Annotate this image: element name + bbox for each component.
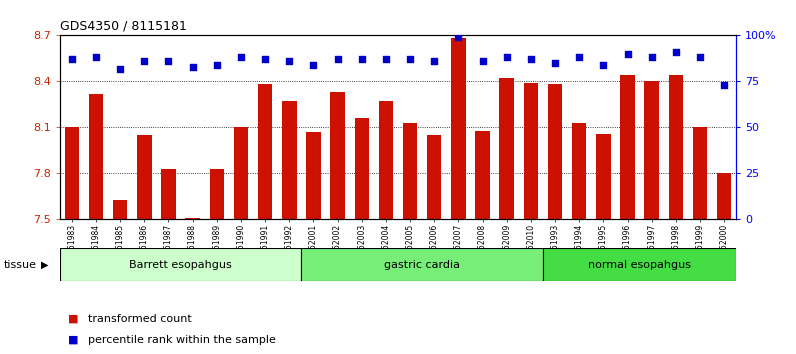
Point: [90, 55, 103, 60]
FancyBboxPatch shape: [543, 248, 736, 281]
Point: [597, 62, 610, 68]
Point: [621, 51, 634, 57]
Text: ■: ■: [68, 314, 78, 324]
Point: [693, 55, 706, 60]
Text: ■: ■: [68, 335, 78, 345]
Point: [162, 58, 175, 64]
Point: [355, 57, 368, 62]
Bar: [596, 133, 611, 219]
Text: percentile rank within the sample: percentile rank within the sample: [88, 335, 275, 345]
Bar: [524, 83, 538, 219]
Bar: [64, 127, 79, 219]
Bar: [234, 127, 248, 219]
Bar: [451, 39, 466, 219]
Bar: [475, 131, 490, 219]
Bar: [572, 123, 587, 219]
Bar: [645, 81, 659, 219]
Point: [65, 57, 78, 62]
Point: [404, 57, 416, 62]
Text: gastric cardia: gastric cardia: [384, 259, 460, 270]
FancyBboxPatch shape: [60, 248, 302, 281]
Point: [114, 66, 127, 72]
Point: [573, 55, 586, 60]
Point: [380, 57, 392, 62]
Bar: [693, 127, 708, 219]
Text: ▶: ▶: [41, 259, 49, 270]
Bar: [427, 135, 442, 219]
Bar: [379, 101, 393, 219]
Point: [259, 57, 271, 62]
Point: [452, 34, 465, 40]
Text: transformed count: transformed count: [88, 314, 191, 324]
Point: [186, 64, 199, 69]
Bar: [185, 218, 200, 219]
Point: [210, 62, 223, 68]
Point: [138, 58, 150, 64]
Point: [283, 58, 295, 64]
Bar: [161, 169, 176, 219]
Point: [331, 57, 344, 62]
Text: GDS4350 / 8115181: GDS4350 / 8115181: [60, 20, 186, 33]
Bar: [209, 169, 224, 219]
Point: [669, 49, 682, 55]
Bar: [669, 75, 683, 219]
Text: normal esopahgus: normal esopahgus: [588, 259, 691, 270]
Bar: [137, 135, 151, 219]
Point: [501, 55, 513, 60]
Bar: [548, 85, 562, 219]
Bar: [282, 101, 296, 219]
Bar: [403, 123, 417, 219]
Point: [548, 60, 561, 66]
Point: [428, 58, 441, 64]
Bar: [717, 173, 732, 219]
Text: Barrett esopahgus: Barrett esopahgus: [129, 259, 232, 270]
FancyBboxPatch shape: [302, 248, 543, 281]
Point: [235, 55, 248, 60]
Point: [476, 58, 489, 64]
Bar: [113, 200, 127, 219]
Bar: [330, 92, 345, 219]
Bar: [620, 75, 635, 219]
Bar: [306, 132, 321, 219]
Bar: [500, 78, 514, 219]
Point: [307, 62, 320, 68]
Point: [525, 57, 537, 62]
Point: [646, 55, 658, 60]
Bar: [88, 94, 103, 219]
Text: tissue: tissue: [4, 259, 37, 270]
Bar: [354, 118, 369, 219]
Bar: [258, 85, 272, 219]
Point: [718, 82, 731, 88]
